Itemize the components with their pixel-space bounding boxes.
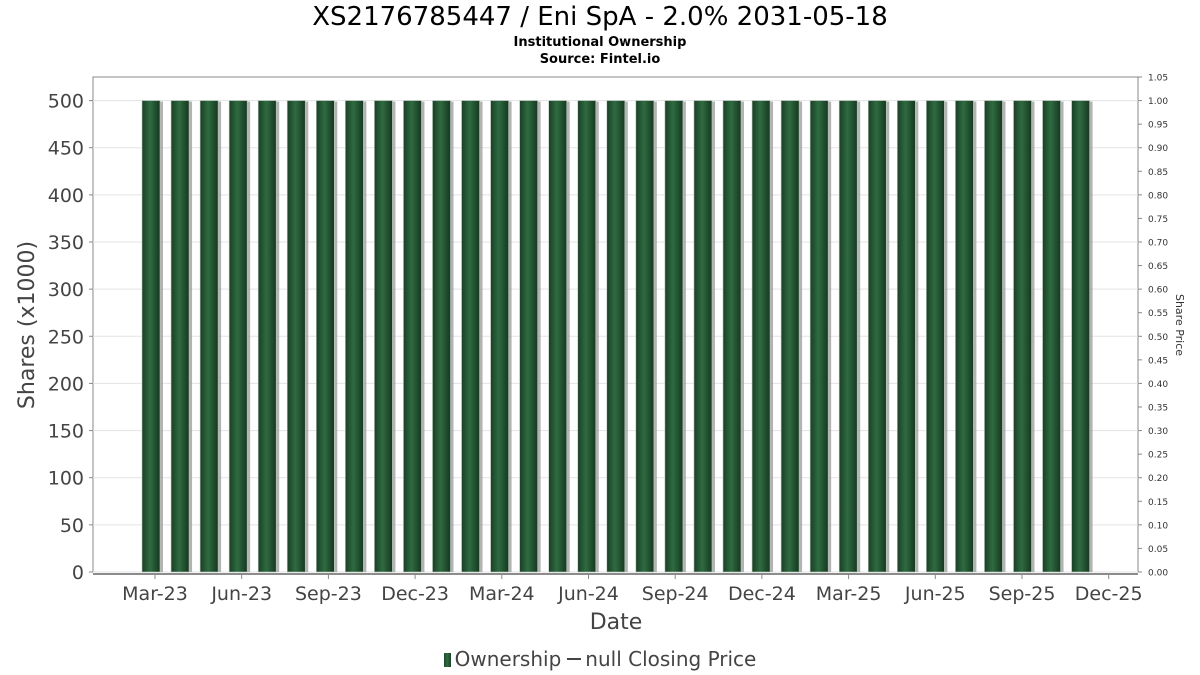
y2-axis-label: Share Price	[1173, 294, 1186, 356]
ownership-bar	[693, 100, 713, 573]
ownership-bar	[984, 100, 1003, 573]
x-tick-label: Sep-24	[642, 583, 709, 605]
ownership-bar	[345, 100, 364, 573]
y-tick-label: 150	[48, 421, 84, 443]
legend-ownership-swatch	[443, 653, 451, 667]
y2-tick-label: 1.00	[1148, 97, 1168, 107]
x-axis-label: Date	[590, 610, 643, 635]
y-tick-label: 350	[48, 232, 84, 254]
y2-tick-label: 0.55	[1148, 309, 1168, 319]
y-tick-label: 400	[48, 185, 84, 207]
ownership-bar	[461, 100, 480, 573]
x-tick-label: Mar-25	[816, 583, 882, 605]
y-tick-label: 300	[48, 279, 84, 301]
y2-tick-label: 0.05	[1148, 545, 1168, 555]
x-tick-label: Dec-24	[728, 583, 796, 605]
y2-tick-label: 0.00	[1148, 569, 1168, 579]
y2-tick-label: 0.50	[1148, 333, 1168, 343]
x-tick-label: Jun-25	[904, 583, 966, 605]
y-axis-label: Shares (x1000)	[15, 241, 40, 409]
ownership-bar	[432, 100, 451, 573]
ownership-bar	[577, 100, 597, 573]
x-tick-label: Mar-24	[469, 583, 535, 605]
ownership-bar	[955, 100, 974, 573]
y2-tick-label: 0.65	[1148, 262, 1168, 272]
y2-tick-label: 0.40	[1148, 380, 1168, 390]
y2-tick-label: 0.10	[1148, 521, 1168, 531]
y2-tick-label: 0.90	[1148, 144, 1168, 154]
ownership-bar	[315, 100, 335, 573]
y2-tick-label: 0.35	[1148, 404, 1168, 414]
chart-subtitle: Institutional Ownership	[513, 35, 687, 50]
y-tick-label: 100	[48, 468, 84, 490]
x-tick-label: Sep-23	[295, 583, 362, 605]
y-tick-label: 250	[48, 326, 84, 348]
ownership-bar	[1071, 100, 1090, 573]
ownership-bar	[606, 100, 626, 573]
y2-tick-label: 0.15	[1148, 498, 1168, 508]
ownership-bar	[228, 100, 248, 573]
y2-tick-label: 0.75	[1148, 215, 1168, 225]
x-tick-label: Sep-25	[989, 583, 1056, 605]
ownership-bar	[867, 100, 887, 573]
ownership-bar	[896, 100, 916, 573]
x-tick-label: Jun-23	[210, 583, 272, 605]
legend-price-label: null Closing Price	[585, 647, 757, 671]
x-tick-label: Dec-25	[1075, 583, 1143, 605]
ownership-bar	[490, 100, 509, 573]
y2-tick-label: 0.45	[1148, 356, 1168, 366]
ownership-bar	[1013, 100, 1032, 573]
ownership-bar	[1042, 100, 1061, 573]
y2-tick-label: 0.20	[1148, 474, 1168, 484]
y-tick-label: 450	[48, 138, 84, 160]
ownership-bar	[403, 100, 422, 573]
x-tick-label: Dec-23	[381, 583, 449, 605]
y-tick-label: 200	[48, 373, 84, 395]
ownership-bar	[926, 100, 945, 573]
ownership-bar	[548, 100, 568, 573]
y2-tick-label: 0.70	[1148, 239, 1168, 249]
ownership-bar	[141, 100, 161, 573]
y2-tick-label: 0.95	[1148, 121, 1168, 131]
ownership-bar	[519, 100, 538, 573]
chart-source: Source: Fintel.io	[539, 52, 661, 67]
y2-tick-label: 0.60	[1148, 286, 1168, 296]
y2-tick-label: 1.05	[1148, 74, 1168, 84]
y-tick-label: 0	[72, 562, 84, 584]
x-tick-label: Mar-23	[122, 583, 188, 605]
ownership-bar	[809, 100, 829, 573]
legend-ownership-label: Ownership	[454, 647, 562, 671]
y-tick-label: 500	[48, 91, 84, 113]
ownership-bar	[780, 100, 800, 573]
y-tick-label: 50	[60, 515, 84, 537]
ownership-bar	[751, 100, 771, 573]
y2-tick-label: 0.85	[1148, 168, 1168, 178]
y2-tick-label: 0.30	[1148, 427, 1168, 437]
ownership-bar	[635, 100, 655, 573]
ownership-bar	[722, 100, 742, 573]
ownership-bar	[257, 100, 277, 573]
legend: Ownership null Closing Price	[0, 647, 1200, 671]
ownership-bar	[199, 100, 219, 573]
chart-title: XS2176785447 / Eni SpA - 2.0% 2031-05-18	[312, 2, 888, 32]
x-tick-label: Jun-24	[557, 583, 619, 605]
ownership-bar	[838, 100, 858, 573]
ownership-bar	[664, 100, 684, 573]
legend-price-line	[567, 658, 582, 660]
y2-tick-label: 0.25	[1148, 451, 1168, 461]
ownership-bar	[374, 100, 393, 573]
y2-tick-label: 0.80	[1148, 191, 1168, 201]
ownership-bar	[170, 100, 190, 573]
ownership-bar	[286, 100, 306, 573]
